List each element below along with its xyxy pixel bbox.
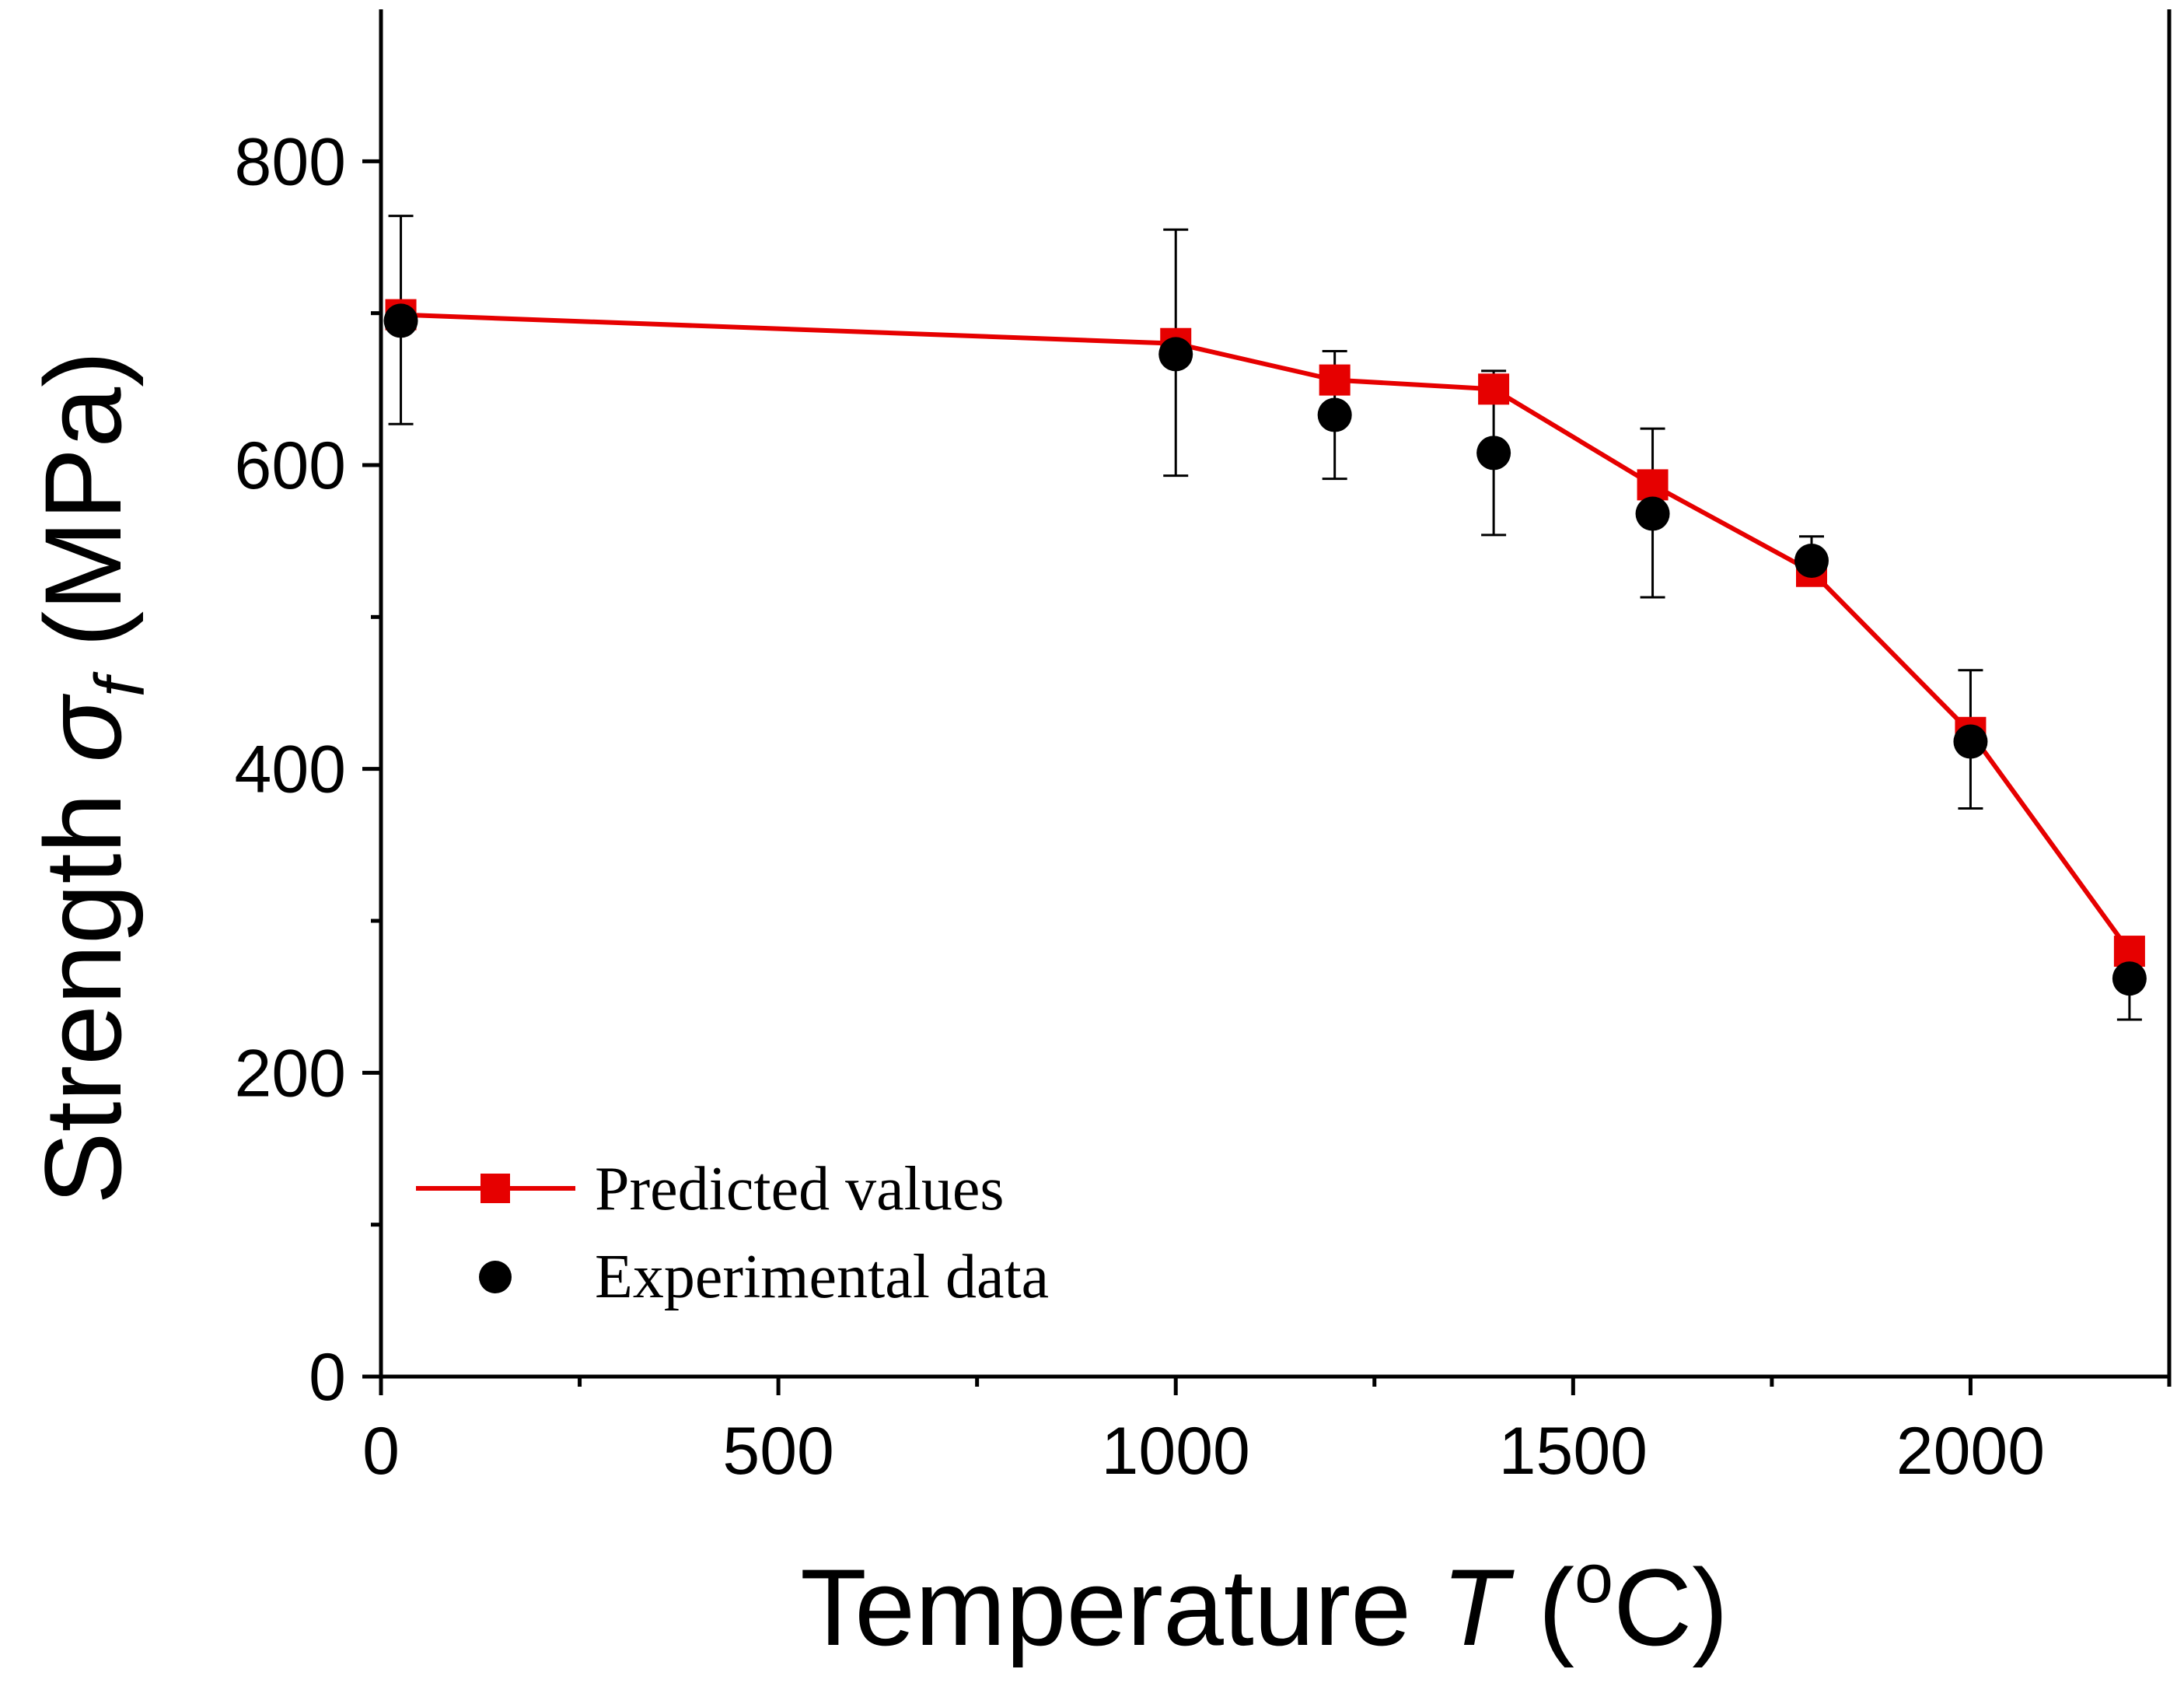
x-tick-label: 2000 — [1896, 1414, 2045, 1489]
experimental-point — [1635, 496, 1670, 531]
x-tick-label: 1500 — [1499, 1414, 1648, 1489]
x-tick-label: 1000 — [1102, 1414, 1250, 1489]
legend-predicted-label: Predicted values — [595, 1155, 1004, 1223]
predicted-point — [1637, 469, 1669, 501]
legend-experimental-label: Experimental data — [595, 1243, 1049, 1311]
experimental-markers — [383, 303, 2147, 996]
experimental-point — [383, 303, 418, 338]
legend-predicted-marker — [480, 1174, 510, 1203]
x-tick-label: 500 — [722, 1414, 834, 1489]
experimental-point — [2112, 961, 2147, 996]
experimental-point — [1317, 397, 1352, 432]
y-tick-label: 800 — [235, 124, 347, 199]
experimental-point — [1158, 337, 1193, 372]
predicted-point — [1319, 364, 1351, 396]
predicted-series-line — [400, 312, 2132, 953]
experimental-point — [1953, 724, 1988, 759]
predicted-line — [400, 312, 2132, 953]
legend: Predicted values Experimental data — [416, 1155, 1049, 1311]
y-tick-label: 600 — [235, 429, 347, 503]
axes — [379, 9, 2172, 1379]
predicted-point — [1478, 373, 1510, 405]
y-tick-label: 0 — [309, 1340, 346, 1415]
ticks — [362, 159, 2172, 1395]
y-axis-title: Strength σf (MPa) — [22, 351, 159, 1205]
y-tick-label: 200 — [235, 1036, 347, 1111]
x-axis-title: Temperature T (oC) — [800, 1540, 1728, 1668]
tick-labels: 0 500 1000 1500 2000 0 200 400 600 800 — [235, 124, 2046, 1489]
x-tick-label: 0 — [362, 1414, 400, 1489]
experimental-point — [1794, 544, 1829, 579]
experimental-point — [1476, 436, 1511, 471]
legend-experimental-marker — [479, 1261, 512, 1293]
y-tick-label: 400 — [235, 733, 347, 807]
